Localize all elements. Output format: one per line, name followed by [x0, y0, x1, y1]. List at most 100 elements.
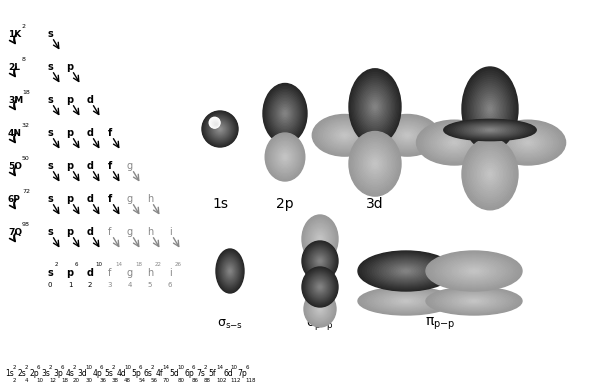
- Ellipse shape: [226, 265, 234, 278]
- Ellipse shape: [272, 96, 298, 131]
- Text: 18: 18: [22, 90, 30, 95]
- Ellipse shape: [307, 294, 333, 323]
- Text: s: s: [47, 128, 53, 138]
- Ellipse shape: [505, 129, 550, 156]
- Ellipse shape: [269, 138, 301, 176]
- Ellipse shape: [483, 165, 497, 183]
- Ellipse shape: [487, 105, 493, 113]
- Text: p: p: [67, 268, 74, 278]
- Ellipse shape: [305, 219, 335, 259]
- Ellipse shape: [404, 270, 409, 272]
- Ellipse shape: [314, 280, 326, 294]
- Text: 7Q: 7Q: [8, 228, 22, 237]
- Ellipse shape: [479, 92, 501, 126]
- Text: 2: 2: [55, 262, 59, 267]
- Ellipse shape: [307, 221, 334, 257]
- Text: p: p: [67, 194, 74, 204]
- Ellipse shape: [316, 283, 323, 291]
- Text: 2: 2: [25, 365, 28, 370]
- Ellipse shape: [223, 260, 237, 282]
- Text: s: s: [47, 62, 53, 72]
- Ellipse shape: [391, 125, 424, 146]
- Ellipse shape: [355, 140, 395, 188]
- Ellipse shape: [304, 243, 336, 279]
- Text: h: h: [147, 194, 153, 204]
- Text: h: h: [147, 227, 153, 237]
- Ellipse shape: [450, 261, 498, 281]
- Text: 2: 2: [13, 378, 16, 383]
- Ellipse shape: [478, 127, 502, 133]
- Ellipse shape: [382, 261, 430, 281]
- Ellipse shape: [304, 291, 336, 327]
- Circle shape: [208, 116, 233, 142]
- Ellipse shape: [457, 264, 491, 278]
- Ellipse shape: [328, 125, 361, 146]
- Ellipse shape: [382, 119, 433, 152]
- Ellipse shape: [436, 131, 473, 154]
- Ellipse shape: [512, 134, 543, 152]
- Text: 10: 10: [37, 378, 44, 383]
- Ellipse shape: [453, 121, 527, 138]
- Text: 1s: 1s: [212, 197, 228, 211]
- Ellipse shape: [277, 147, 293, 166]
- Ellipse shape: [227, 266, 233, 275]
- Ellipse shape: [449, 139, 460, 146]
- Circle shape: [212, 121, 228, 137]
- Ellipse shape: [475, 86, 505, 132]
- Ellipse shape: [446, 120, 534, 140]
- Ellipse shape: [314, 232, 325, 246]
- Ellipse shape: [451, 121, 529, 139]
- Circle shape: [212, 121, 229, 137]
- Ellipse shape: [481, 128, 499, 132]
- Ellipse shape: [483, 98, 497, 119]
- Ellipse shape: [482, 96, 499, 122]
- Circle shape: [210, 118, 220, 128]
- Text: 32: 32: [22, 123, 30, 128]
- Ellipse shape: [462, 298, 486, 305]
- Ellipse shape: [450, 294, 498, 308]
- Ellipse shape: [380, 260, 433, 282]
- Ellipse shape: [447, 138, 462, 147]
- Ellipse shape: [280, 106, 290, 121]
- Text: 4: 4: [128, 282, 132, 288]
- Ellipse shape: [365, 91, 385, 122]
- Ellipse shape: [277, 103, 293, 124]
- Ellipse shape: [364, 90, 387, 124]
- Text: f: f: [108, 194, 112, 204]
- Ellipse shape: [314, 116, 375, 155]
- Ellipse shape: [448, 121, 532, 140]
- Ellipse shape: [312, 278, 328, 296]
- Circle shape: [213, 121, 218, 126]
- Ellipse shape: [229, 270, 230, 272]
- Ellipse shape: [424, 125, 485, 161]
- Ellipse shape: [480, 94, 500, 124]
- Ellipse shape: [418, 121, 490, 164]
- Ellipse shape: [303, 268, 337, 306]
- Ellipse shape: [302, 241, 338, 281]
- Ellipse shape: [472, 270, 476, 272]
- Ellipse shape: [362, 88, 388, 126]
- Ellipse shape: [310, 298, 329, 320]
- Ellipse shape: [278, 105, 292, 123]
- Text: s: s: [47, 161, 53, 171]
- Ellipse shape: [309, 224, 331, 253]
- Ellipse shape: [311, 227, 329, 251]
- Ellipse shape: [320, 120, 369, 151]
- Text: g: g: [127, 268, 133, 278]
- Ellipse shape: [460, 123, 520, 137]
- Text: 3d: 3d: [366, 197, 384, 211]
- Ellipse shape: [430, 128, 479, 157]
- Text: 2: 2: [49, 365, 52, 370]
- Ellipse shape: [340, 132, 349, 138]
- Ellipse shape: [305, 244, 335, 278]
- Circle shape: [211, 119, 230, 138]
- Text: 80: 80: [178, 378, 184, 383]
- Ellipse shape: [349, 69, 401, 145]
- Ellipse shape: [305, 245, 334, 277]
- Ellipse shape: [455, 295, 493, 307]
- Ellipse shape: [319, 307, 322, 311]
- Circle shape: [217, 125, 224, 133]
- Ellipse shape: [283, 110, 287, 116]
- Ellipse shape: [220, 256, 240, 286]
- Ellipse shape: [399, 268, 413, 274]
